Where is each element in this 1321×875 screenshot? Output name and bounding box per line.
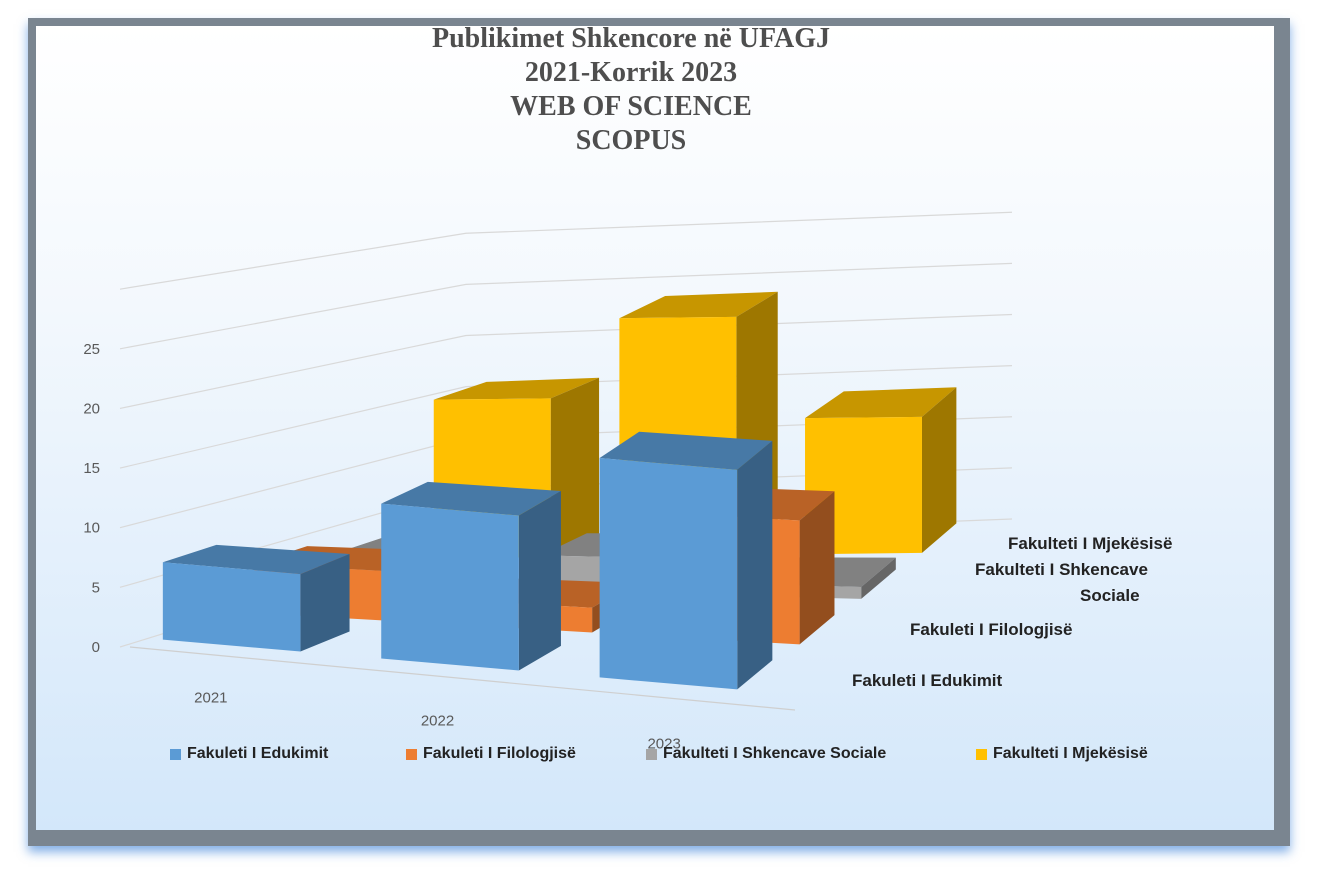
legend-label-mjekesise: Fakulteti I Mjekësisë	[993, 745, 1148, 762]
gridline	[119, 262, 1013, 350]
chart-title-line-1: Publikimet Shkencore në UFAGJ	[432, 23, 830, 54]
bar	[162, 562, 301, 652]
bar-side	[550, 377, 600, 558]
bar-top	[381, 481, 561, 516]
legend-label-shkencave-sociale: Fakulteti I Shkencave Sociale	[663, 745, 887, 762]
bar-side	[861, 557, 896, 599]
legend-item-mjekesise: Fakulteti I Mjekësisë	[976, 745, 1148, 763]
legend-swatch-filologjise	[406, 748, 417, 760]
chart-legend: Fakuleti I Edukimit Fakuleti I Filologji…	[130, 745, 1190, 765]
bar-top	[619, 291, 778, 319]
y-tick-label: 10	[83, 520, 100, 537]
legend-swatch-edukimit	[170, 748, 181, 760]
chart-title-line-2: 2021-Korrik 2023	[524, 57, 738, 88]
y-tick-label: 15	[83, 460, 100, 477]
legend-label-filologjise: Fakuleti I Filologjisë	[423, 745, 576, 762]
y-tick-label: 5	[92, 579, 100, 596]
legend-item-filologjise: Fakuleti I Filologjisë	[406, 745, 576, 763]
bar-top	[599, 431, 773, 470]
bar-side	[300, 554, 350, 652]
gridline	[119, 211, 1013, 290]
bar-side	[921, 387, 957, 553]
bar-top	[433, 377, 600, 400]
legend-swatch-shkencave-sociale	[646, 748, 657, 760]
series-depth-label: Sociale	[1080, 586, 1140, 605]
chart-title: Publikimet Shkencore në UFAGJ 2021-Korri…	[0, 22, 1262, 158]
y-tick-label: 25	[83, 341, 100, 358]
y-tick-label: 20	[83, 400, 100, 417]
gridline	[119, 313, 1013, 410]
gridline	[119, 365, 1013, 469]
bar	[381, 503, 519, 671]
legend-swatch-mjekesise	[976, 748, 987, 760]
series-depth-label: Fakulteti I Shkencave	[975, 560, 1148, 579]
bar-side	[518, 490, 561, 671]
bar-top	[805, 387, 957, 419]
legend-item-edukimit: Fakuleti I Edukimit	[170, 745, 328, 763]
chart-title-line-3: WEB OF SCIENCE	[510, 91, 752, 122]
bar-top	[162, 544, 350, 575]
bar	[599, 458, 738, 690]
bar-side	[799, 491, 835, 645]
chart-title-line-4: SCOPUS	[575, 125, 687, 156]
y-tick-label: 0	[92, 639, 100, 656]
legend-label-edukimit: Fakuleti I Edukimit	[187, 745, 329, 762]
x-tick-label: 2021	[194, 690, 227, 707]
x-tick-label: 2023	[647, 736, 680, 753]
series-depth-label: Fakuleti I Edukimit	[852, 671, 1003, 690]
series-depth-label: Fakulteti I Mjekësisë	[1008, 534, 1172, 553]
legend-item-shkencave-sociale: Fakulteti I Shkencave Sociale	[646, 745, 886, 763]
bar-side	[737, 440, 773, 690]
x-tick-label: 2022	[421, 713, 454, 730]
series-depth-label: Fakuleti I Filologjisë	[910, 620, 1072, 639]
floor-front-edge	[129, 646, 796, 711]
